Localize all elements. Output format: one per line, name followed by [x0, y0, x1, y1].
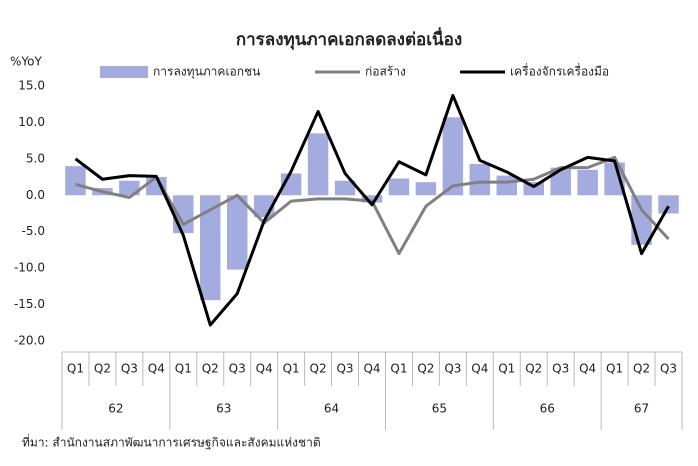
bar — [389, 179, 409, 196]
x-tick-label: Q2 — [310, 362, 327, 376]
x-tick-label: Q2 — [94, 362, 111, 376]
chart-title: การลงทุนภาคเอกลดลงต่อเนื่อง — [236, 27, 462, 50]
x-group-label: 64 — [324, 402, 339, 416]
chart: การลงทุนภาคเอกลดลงต่อเนื่อง %YoY ที่มา: … — [0, 0, 698, 466]
y-tick-label: -10.0 — [14, 261, 45, 275]
y-tick-label: 0.0 — [26, 188, 45, 202]
x-tick-label: Q3 — [660, 362, 677, 376]
y-tick-label: 15.0 — [18, 79, 45, 93]
y-tick-label: -15.0 — [14, 297, 45, 311]
bar — [577, 170, 597, 196]
x-tick-label: Q4 — [256, 362, 273, 376]
legend-label: เครื่องจักรเครื่องมือ — [510, 63, 609, 79]
y-tick-label: 10.0 — [18, 115, 45, 129]
x-tick-label: Q3 — [336, 362, 353, 376]
bar — [497, 176, 517, 196]
bar — [416, 182, 436, 195]
bar — [227, 195, 247, 269]
x-tick-label: Q4 — [363, 362, 380, 376]
x-group-label: 66 — [540, 402, 555, 416]
y-tick-label: -20.0 — [14, 334, 45, 348]
y-tick-label: 5.0 — [26, 151, 45, 165]
x-tick-label: Q4 — [471, 362, 488, 376]
x-tick-label: Q3 — [444, 362, 461, 376]
x-group-label: 63 — [216, 402, 231, 416]
x-tick-label: Q2 — [633, 362, 650, 376]
x-group-label: 67 — [634, 402, 649, 416]
line — [75, 95, 668, 325]
y-tick-label: -5.0 — [22, 224, 45, 238]
y-axis-label: %YoY — [10, 55, 42, 69]
x-tick-label: Q2 — [525, 362, 542, 376]
x-tick-label: Q1 — [283, 362, 300, 376]
legend-swatch — [100, 66, 148, 78]
x-tick-label: Q3 — [121, 362, 138, 376]
bar — [65, 166, 85, 195]
bar — [631, 195, 651, 245]
legend-label: การลงทุนภาคเอกชน — [153, 65, 260, 80]
x-tick-label: Q1 — [606, 362, 623, 376]
bar — [658, 195, 678, 213]
x-group-label: 62 — [108, 402, 123, 416]
x-tick-label: Q3 — [229, 362, 246, 376]
x-tick-label: Q4 — [579, 362, 596, 376]
x-tick-label: Q2 — [202, 362, 219, 376]
x-tick-label: Q3 — [552, 362, 569, 376]
x-tick-label: Q4 — [148, 362, 165, 376]
source-note: ที่มา: สำนักงานสภาพัฒนาการเศรษฐกิจและสัง… — [22, 434, 321, 450]
x-tick-label: Q2 — [417, 362, 434, 376]
x-tick-label: Q1 — [175, 362, 192, 376]
x-group-label: 65 — [432, 402, 447, 416]
x-tick-label: Q1 — [498, 362, 515, 376]
bar — [308, 133, 328, 195]
bar — [470, 164, 490, 195]
x-tick-label: Q1 — [390, 362, 407, 376]
legend-label: ก่อสร้าง — [365, 65, 406, 79]
x-tick-label: Q1 — [67, 362, 84, 376]
